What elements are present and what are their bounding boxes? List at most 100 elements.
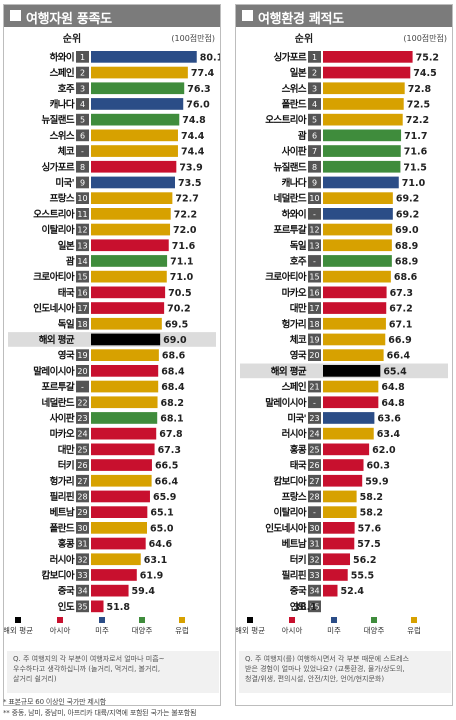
rank-badge	[76, 537, 89, 550]
score-bar	[91, 176, 175, 189]
country-label: 체코	[290, 334, 307, 346]
country-label: 캄보디아	[41, 569, 74, 581]
rank-number: 34	[77, 587, 87, 596]
country-label: 홍콩	[290, 444, 307, 456]
score-value: 69.0	[163, 335, 187, 346]
score-value: 38.1	[293, 602, 316, 613]
score-value: 68.9	[395, 256, 418, 267]
legend-swatch	[15, 617, 21, 623]
score-value: 76.0	[186, 99, 210, 110]
score-bar	[323, 396, 379, 409]
rank-number: 35	[77, 602, 87, 611]
country-label: 포르투갈	[273, 224, 306, 236]
rank-number: 23	[309, 414, 319, 423]
country-label: 호주	[58, 84, 75, 95]
rank-number: 31	[77, 540, 87, 549]
rank-number: 13	[77, 241, 87, 250]
resource-abundance-panel: 여행자원 풍족도 순위 (100점만점) 하와이 1 80.1 스페인 2 77.4 호주 3 76…	[3, 4, 221, 706]
rank-number: 12	[309, 226, 319, 235]
rank-badge	[76, 145, 89, 157]
score-bar	[323, 145, 401, 157]
score-value: 68.6	[394, 272, 418, 283]
score-bar	[323, 66, 411, 79]
question-note-line: 살거리 쉴거리)	[13, 675, 57, 683]
legend-swatch	[411, 617, 417, 623]
country-label: 크로아티아	[33, 271, 75, 283]
score-value: 72.8	[408, 84, 432, 95]
title-square-icon	[242, 10, 253, 21]
rank-number: 29	[77, 508, 87, 517]
country-label: 중국	[290, 586, 307, 597]
score-value: 68.4	[161, 366, 185, 377]
score-value: 80.1	[200, 52, 220, 63]
score-bar	[91, 584, 129, 597]
rank-badge	[308, 160, 321, 173]
score-bar	[323, 317, 386, 330]
score-bar	[91, 51, 197, 63]
rank-badge	[308, 553, 321, 566]
country-label: 스페인	[50, 67, 74, 79]
rank-number: -	[81, 383, 84, 392]
legend-label: 미주	[95, 626, 109, 635]
score-bar	[91, 129, 178, 142]
score-value: 74.4	[181, 147, 205, 158]
rank-badge	[308, 255, 321, 267]
score-value: 69.5	[165, 319, 188, 330]
score-bar	[323, 553, 351, 566]
rank-number: 16	[77, 288, 87, 297]
rank-badge	[308, 51, 321, 63]
score-bar	[91, 317, 162, 330]
rank-header: 순위	[63, 32, 81, 45]
country-label: 싱가포르	[41, 161, 74, 173]
country-label: 뉴질랜드	[273, 161, 306, 173]
score-value: 60.3	[367, 461, 390, 472]
question-note-box: Q. 주 여행지의 각 부분이 여행자로서 얼마나 미흡~ 우수하다고 생각하십…	[7, 651, 219, 693]
rank-badge	[308, 129, 321, 142]
score-bar	[323, 223, 393, 236]
score-value: 65.9	[153, 492, 176, 503]
rank-badge	[308, 506, 321, 518]
rank-badge	[308, 113, 321, 126]
score-value: 68.2	[161, 398, 184, 409]
country-label: 독일	[58, 318, 75, 330]
score-value: 66.4	[387, 351, 411, 362]
footnote-excluded-regions: ** 중동, 남미, 중남미, 아프리카 대륙/지역에 포함된 국가는 불포함됨	[3, 709, 197, 717]
score-bar	[323, 365, 381, 377]
score-bar	[91, 412, 158, 424]
legend-label: 대양주	[364, 626, 385, 635]
score-bar	[91, 145, 178, 157]
score-value: 67.3	[158, 445, 181, 456]
legend-label: 아시아	[50, 625, 71, 635]
rank-number: 35	[309, 602, 319, 611]
score-bar	[91, 349, 159, 361]
score-value: 66.5	[155, 461, 178, 472]
country-label: 사이판	[50, 412, 75, 424]
rank-badge	[308, 427, 321, 440]
score-bar	[323, 255, 392, 267]
title-square-icon	[10, 10, 21, 21]
legend-label: 유럽	[407, 626, 421, 635]
country-label: 이탈리아	[41, 224, 74, 236]
country-label: 영국	[58, 350, 75, 362]
country-label: 일본	[58, 240, 75, 252]
rank-badge	[76, 176, 89, 189]
rank-badge	[76, 98, 89, 110]
rank-number: 6	[80, 131, 85, 140]
rank-number: 9	[312, 178, 317, 187]
country-label: 싱가포르	[273, 51, 306, 63]
score-value: 59.9	[365, 476, 388, 487]
score-value: 68.4	[161, 382, 185, 393]
score-bar	[323, 537, 355, 550]
score-value: 72.2	[174, 209, 197, 220]
rank-number: 27	[77, 477, 87, 486]
score-value: 67.8	[159, 429, 183, 440]
score-bar	[91, 427, 157, 440]
rank-number: 5	[312, 116, 317, 125]
score-value: 68.6	[162, 351, 186, 362]
score-bar	[323, 113, 403, 126]
score-bar	[323, 584, 338, 597]
score-bar	[323, 302, 387, 314]
title-bar: 여행자원 풍족도	[4, 5, 220, 27]
rank-number: 33	[309, 571, 319, 580]
country-label: 대만	[290, 303, 307, 315]
